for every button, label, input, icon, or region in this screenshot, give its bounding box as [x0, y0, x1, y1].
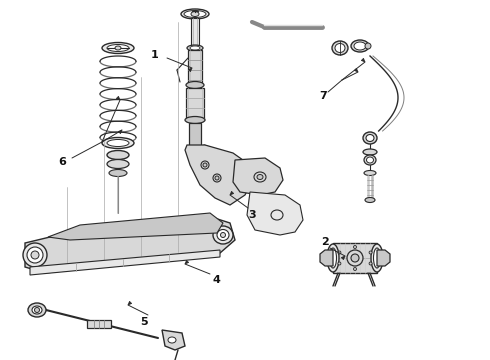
Ellipse shape — [327, 244, 339, 272]
Polygon shape — [185, 145, 253, 205]
Ellipse shape — [213, 226, 233, 244]
Bar — [87, 320, 111, 328]
Ellipse shape — [329, 248, 337, 268]
Ellipse shape — [353, 267, 357, 270]
Text: 6: 6 — [58, 157, 66, 167]
Polygon shape — [320, 250, 333, 266]
Ellipse shape — [366, 135, 374, 141]
Polygon shape — [185, 260, 189, 264]
Ellipse shape — [107, 140, 129, 147]
Ellipse shape — [363, 149, 377, 155]
Ellipse shape — [354, 42, 366, 50]
Polygon shape — [25, 215, 235, 273]
Ellipse shape — [364, 155, 376, 165]
Polygon shape — [377, 250, 390, 266]
Polygon shape — [354, 68, 358, 72]
Ellipse shape — [23, 243, 47, 267]
Ellipse shape — [351, 40, 369, 52]
Ellipse shape — [107, 159, 129, 168]
Ellipse shape — [203, 163, 207, 167]
Ellipse shape — [369, 251, 372, 254]
Bar — [333, 243, 377, 273]
Polygon shape — [230, 191, 234, 195]
Ellipse shape — [365, 43, 371, 49]
Ellipse shape — [335, 44, 345, 53]
Ellipse shape — [215, 176, 219, 180]
Text: 2: 2 — [321, 237, 329, 247]
Bar — [191, 18, 199, 48]
Text: 4: 4 — [212, 275, 220, 285]
Ellipse shape — [338, 262, 341, 265]
Ellipse shape — [34, 307, 40, 312]
Polygon shape — [233, 158, 283, 195]
Ellipse shape — [257, 175, 263, 180]
Polygon shape — [342, 256, 345, 260]
Ellipse shape — [27, 247, 43, 263]
Ellipse shape — [184, 10, 206, 18]
Polygon shape — [30, 250, 220, 275]
Text: 3: 3 — [248, 210, 256, 220]
Ellipse shape — [115, 46, 121, 50]
Ellipse shape — [186, 81, 204, 89]
Ellipse shape — [191, 12, 199, 17]
Bar — [188, 50, 202, 85]
Polygon shape — [48, 213, 223, 240]
Ellipse shape — [373, 248, 381, 268]
Ellipse shape — [363, 132, 377, 144]
Ellipse shape — [31, 251, 39, 259]
Text: 5: 5 — [140, 317, 148, 327]
Ellipse shape — [369, 262, 372, 265]
Ellipse shape — [107, 150, 129, 159]
Ellipse shape — [353, 246, 357, 248]
Ellipse shape — [217, 230, 229, 240]
Ellipse shape — [371, 244, 383, 272]
Ellipse shape — [102, 138, 134, 149]
Ellipse shape — [220, 233, 225, 238]
Ellipse shape — [102, 42, 134, 54]
Ellipse shape — [107, 45, 129, 51]
Polygon shape — [361, 58, 365, 62]
Ellipse shape — [168, 337, 176, 343]
Ellipse shape — [185, 117, 205, 123]
Ellipse shape — [28, 303, 46, 317]
Polygon shape — [247, 192, 303, 235]
Ellipse shape — [332, 41, 348, 55]
Ellipse shape — [364, 171, 376, 176]
Polygon shape — [118, 130, 122, 134]
Ellipse shape — [190, 46, 200, 50]
Ellipse shape — [32, 306, 42, 314]
Text: 7: 7 — [319, 91, 327, 101]
Ellipse shape — [181, 9, 209, 19]
Ellipse shape — [338, 251, 341, 254]
Ellipse shape — [367, 157, 373, 163]
Ellipse shape — [109, 170, 127, 176]
Polygon shape — [188, 68, 192, 72]
Polygon shape — [116, 96, 120, 100]
Polygon shape — [128, 301, 132, 305]
Text: 1: 1 — [151, 50, 159, 60]
Polygon shape — [162, 330, 185, 350]
Ellipse shape — [351, 254, 359, 262]
Ellipse shape — [365, 198, 375, 202]
Bar — [189, 123, 201, 148]
Bar — [186, 88, 204, 120]
Ellipse shape — [187, 45, 203, 51]
Ellipse shape — [347, 250, 363, 266]
